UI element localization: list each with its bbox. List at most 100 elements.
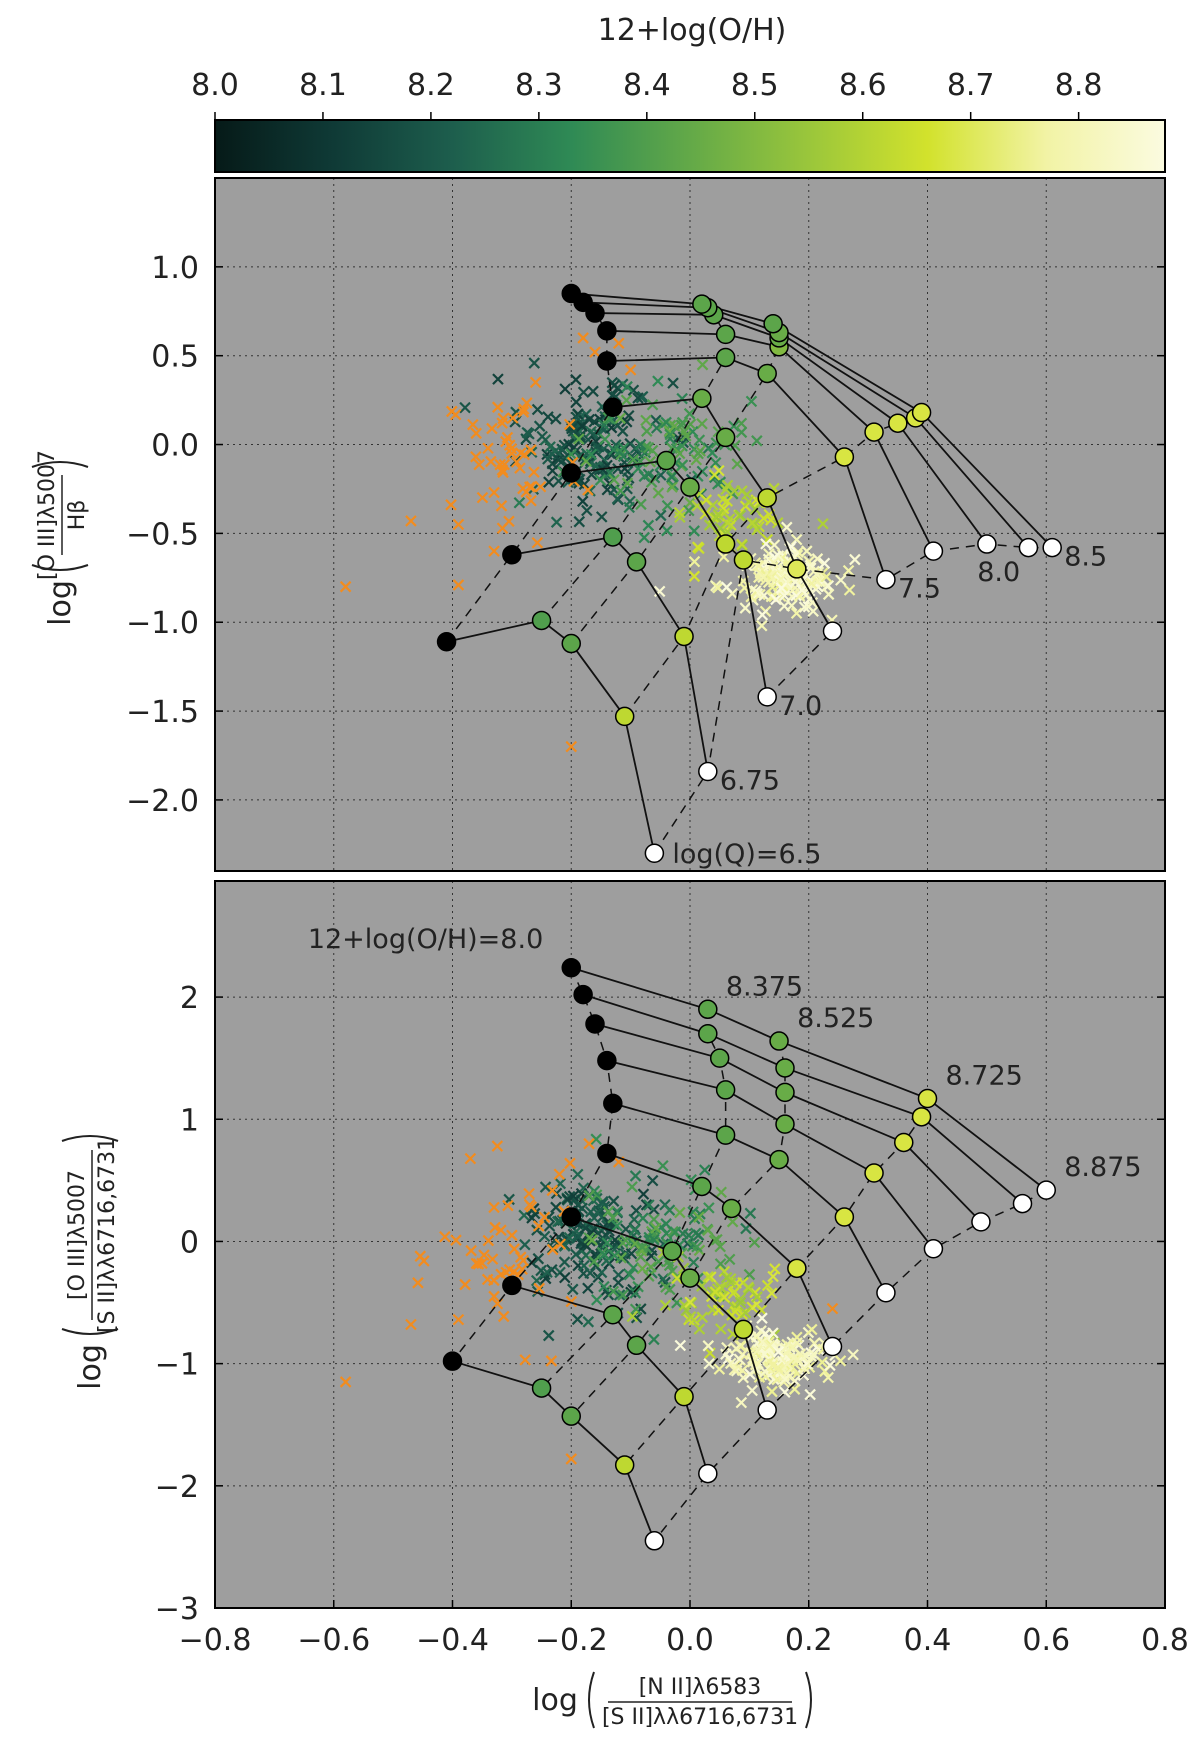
observation-marker (735, 426, 748, 439)
observation-marker (492, 373, 504, 385)
observation-marker (715, 1186, 728, 1199)
observation-marker (607, 1285, 620, 1298)
observation-marker (749, 503, 762, 515)
observation-marker (678, 1299, 691, 1311)
model-point (561, 1406, 581, 1426)
observation-marker (491, 1140, 504, 1152)
model-point (757, 1400, 777, 1420)
observation-marker (539, 1181, 552, 1193)
model-point (603, 1305, 623, 1325)
observation-marker (626, 1181, 638, 1193)
observation-marker (650, 1222, 662, 1234)
observation-marker (565, 1453, 578, 1465)
observation-marker (571, 1168, 584, 1181)
observation-marker (659, 1299, 672, 1312)
observation-marker (566, 1283, 579, 1296)
observation-marker (572, 1231, 585, 1243)
observation-marker (567, 1190, 580, 1202)
observation-marker (525, 494, 537, 507)
observation-marker (546, 1184, 559, 1197)
observation-marker (494, 458, 506, 471)
observation-marker (709, 1286, 722, 1298)
observation-marker (543, 1220, 556, 1232)
observation-marker (812, 566, 825, 579)
grid-annotation: 12+log(O/H)=8.0 (308, 924, 543, 955)
observation-marker (822, 579, 835, 592)
observation-marker (495, 1268, 507, 1281)
observation-marker (629, 1303, 642, 1316)
observation-marker (661, 499, 674, 512)
observation-marker (538, 1211, 551, 1224)
observation-marker (735, 417, 748, 430)
x-tick-label: 0.8 (1141, 1623, 1189, 1658)
observation-marker (577, 386, 590, 398)
observation-marker (445, 499, 457, 511)
observation-marker (775, 582, 788, 594)
model-point (769, 1031, 789, 1051)
observation-marker (586, 1234, 598, 1246)
observation-marker (521, 397, 533, 409)
observation-marker (790, 607, 803, 620)
model-point (680, 1268, 700, 1288)
observation-marker (648, 1213, 660, 1226)
x-tick-label: 0.6 (1022, 1623, 1070, 1658)
model-point (561, 633, 581, 654)
observation-marker (541, 1266, 553, 1279)
observation-marker (728, 484, 741, 497)
model-point (864, 1163, 884, 1183)
observation-marker (849, 553, 861, 566)
model-point (603, 527, 623, 547)
grid-annotation: 8.525 (797, 1003, 874, 1034)
observation-marker (641, 425, 653, 437)
observation-marker (473, 458, 485, 471)
colorbar-tick-label: 8.8 (1055, 68, 1103, 103)
y-ticks-top: 1.0 0.5 0.0 −0.5 −1.0 −1.5 −2.0 (126, 251, 1165, 819)
model-point (715, 427, 736, 448)
y-tick-label: −2.0 (126, 784, 199, 819)
observation-marker (663, 1204, 676, 1216)
grid-annotation: 8.725 (946, 1060, 1023, 1091)
observation-marker (450, 1234, 462, 1246)
observation-marker (684, 418, 697, 431)
observation-marker (516, 1263, 528, 1276)
colorbar-tick-label: 8.2 (407, 68, 455, 103)
observation-marker (582, 1282, 594, 1295)
model-point (888, 413, 908, 433)
model-point (561, 283, 581, 304)
observation-marker (735, 1396, 748, 1409)
observation-marker (576, 420, 588, 432)
model-point (733, 550, 754, 570)
model-point (1036, 1180, 1056, 1200)
observation-marker (621, 380, 633, 393)
observation-marker (597, 1197, 609, 1210)
model-points-bottom (442, 958, 1056, 1551)
observation-marker (706, 447, 719, 459)
observation-marker (617, 450, 630, 463)
grid-annotation: 8.375 (726, 971, 803, 1002)
observation-marker (835, 574, 847, 586)
observation-marker (571, 1313, 584, 1326)
observation-marker (734, 509, 747, 522)
observation-marker (602, 1288, 615, 1301)
model-point (573, 984, 593, 1005)
observation-marker (751, 1345, 763, 1357)
model-point (775, 1058, 795, 1078)
observation-marker (714, 1258, 727, 1270)
observation-marker (660, 416, 672, 429)
observation-marker (698, 1164, 711, 1176)
observation-marker (680, 430, 692, 442)
observation-marker (642, 519, 655, 532)
observation-marker (779, 1373, 791, 1385)
observation-marker (648, 1333, 660, 1346)
observation-marker (613, 1289, 626, 1301)
y-tick-label: 2 (180, 981, 199, 1016)
observation-marker (638, 531, 650, 544)
grid-annotation: 6.75 (720, 765, 780, 796)
observation-marker (781, 1358, 793, 1370)
observation-marker (842, 564, 855, 577)
observation-marker (558, 1256, 571, 1268)
observation-marker (486, 422, 498, 435)
observation-marker (713, 464, 725, 477)
observation-marker (724, 1357, 737, 1370)
